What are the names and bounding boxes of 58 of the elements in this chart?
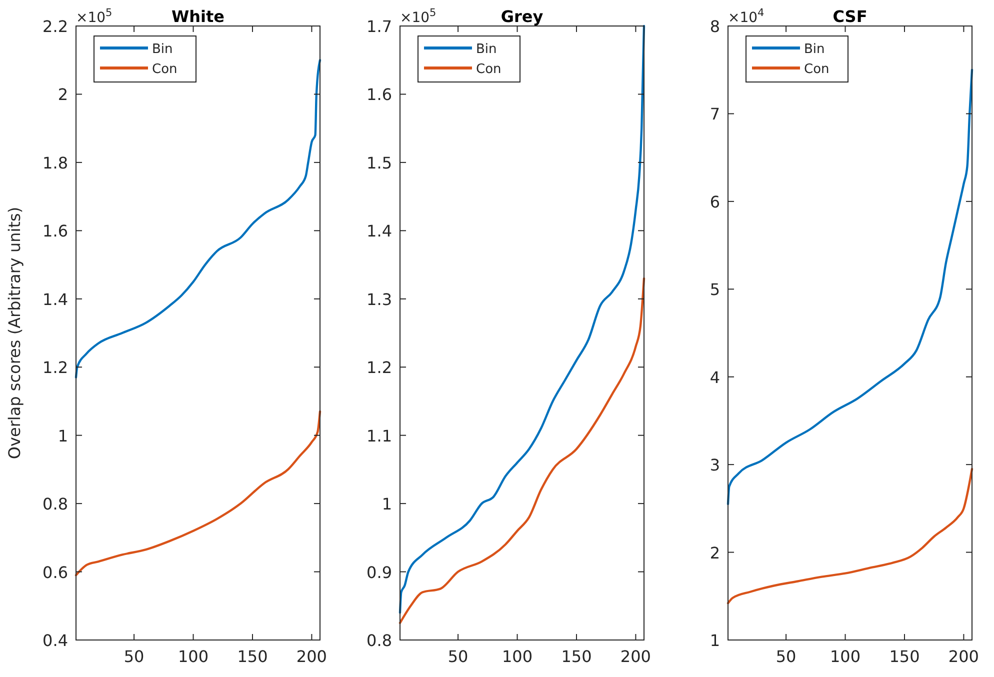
annotation: ×10$^{5}$ [76,7,112,26]
y-tick-label: 0.8 [366,631,392,650]
legend-label: Bin [476,42,497,57]
y-tick-label: 1.5 [366,153,392,172]
y-tick-label: 1.1 [366,426,392,446]
chart-title: White [171,7,225,26]
legend-label: Con [152,62,178,77]
x-tick-label: 100 [178,647,209,666]
y-tick-label: 2 [58,85,68,104]
y-tick-label: 8 [710,17,720,36]
legend-label: Bin [152,42,173,57]
y-tick-label: 1 [710,631,720,650]
y-tick-label: 7 [710,104,720,124]
y-tick-label: 1.6 [366,85,392,104]
y-tick-label: 1.7 [366,17,392,36]
line-series [74,59,322,378]
y-tick-label: 1.6 [42,222,68,241]
y-tick-label: 2 [710,543,720,562]
legend-label: Bin [804,42,825,57]
legend-label: Con [804,62,830,77]
y-tick-label: 1.4 [42,290,68,309]
line-series [74,410,322,576]
y-tick-label: 0.8 [42,494,68,514]
y-tick-label: 1.8 [42,153,68,172]
y-tick-label: 2.2 [42,17,68,36]
text: ×10$^{4}$ [728,7,765,26]
annotation: ×10$^{5}$ [400,7,436,26]
x-tick-label: 50 [448,647,468,666]
y-tick-label: 6 [710,192,720,212]
y-tick-label: 1.2 [366,358,392,378]
chart-title: Grey [500,7,544,26]
legend-label: Con [476,62,502,77]
y-tick-label: 1 [382,494,392,514]
x-tick-label: 150 [561,647,592,666]
x-tick-label: 200 [948,647,979,666]
line-series [398,24,646,614]
y-tick-label: 1 [58,426,68,446]
x-tick-label: 100 [502,647,533,666]
x-tick-label: 150 [237,647,268,666]
y-tick-label: 5 [710,280,720,300]
y-tick-label: 0.4 [42,631,68,650]
y-tick-label: 3 [710,456,720,475]
line-series [398,277,646,624]
y-tick-label: 1.2 [42,358,68,378]
y-tick-label: 0.6 [42,562,68,582]
y-tick-label: 1.4 [366,222,392,241]
x-tick-label: 50 [776,647,796,666]
x-tick-label: 200 [296,647,327,666]
y-tick-label: 1.3 [366,290,392,309]
x-tick-label: 100 [830,647,861,666]
y-tick-label: 4 [710,368,720,387]
x-tick-label: 150 [889,647,920,666]
y-tick-label: 0.9 [366,562,392,582]
x-tick-label: 200 [620,647,651,666]
line-series [726,468,974,604]
y-axis-title: Overlap scores (Arbitrary units) [5,206,24,460]
chart-title: CSF [832,7,868,26]
x-tick-label: 50 [124,647,144,666]
